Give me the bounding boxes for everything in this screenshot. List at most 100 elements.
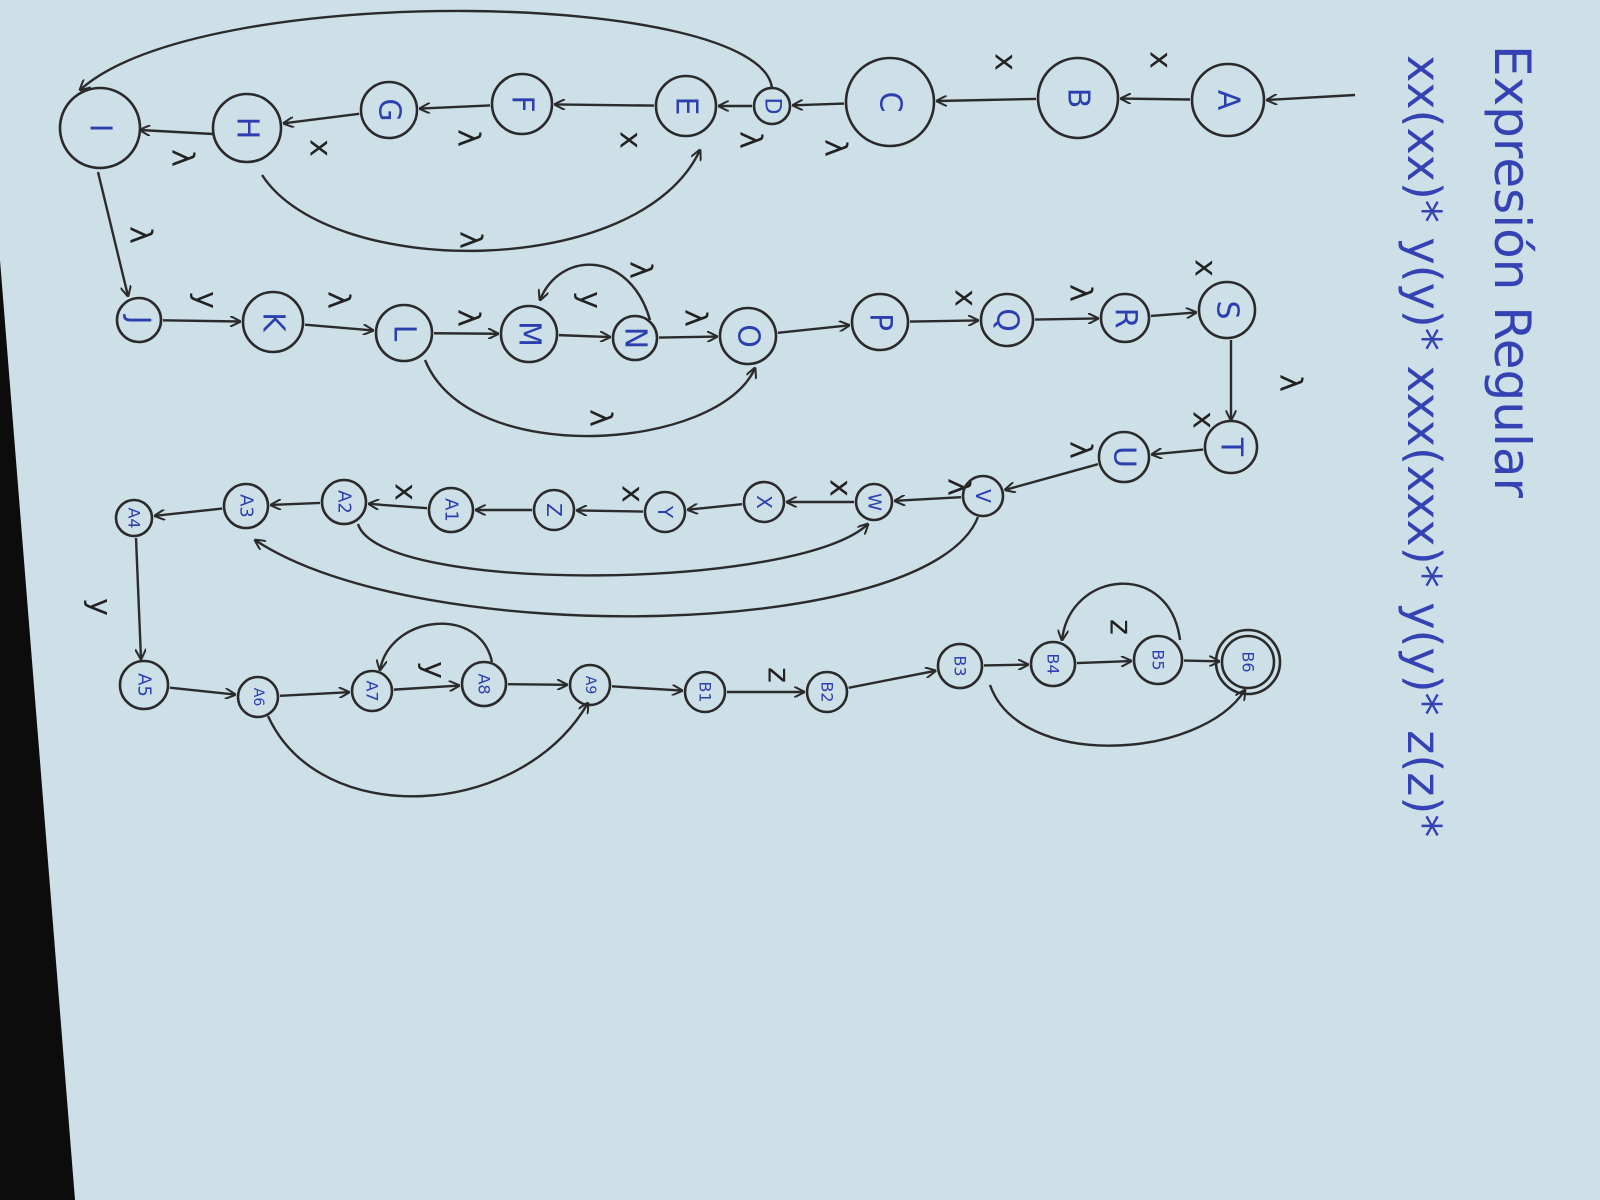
state-circle-e	[654, 74, 718, 138]
state-circle-b6	[1220, 634, 1276, 690]
transition-v-to-a3	[255, 516, 980, 618]
state-x: X	[742, 480, 786, 524]
transition-label-h-to-e: λ	[453, 231, 488, 249]
state-label-a: A	[1211, 90, 1246, 111]
transition-t-to-u	[1152, 450, 1204, 455]
state-v: V	[961, 474, 1005, 518]
state-circle-a3	[222, 482, 270, 530]
transition-label-j-to-k: y	[189, 291, 224, 309]
state-k: K	[241, 290, 305, 354]
state-label-j: J	[122, 314, 157, 325]
state-circle-f	[490, 72, 554, 136]
state-n: N	[611, 314, 659, 362]
transition-label-n-to-m: λ	[623, 261, 658, 279]
state-g: G	[359, 80, 419, 140]
state-circle-a7	[350, 669, 394, 713]
transition-label-b-to-c: x	[988, 53, 1023, 71]
transition-label-l-to-o: λ	[583, 409, 618, 427]
state-label-b: B	[1061, 88, 1096, 109]
state-y: Y	[643, 490, 687, 534]
regular-expression: xx(xx)* y(y)* xxx(xxx)* y(y)* z(z)*	[1397, 55, 1451, 837]
transition-h-to-e	[260, 150, 700, 253]
state-p: P	[850, 292, 910, 352]
transition-b4-to-b5	[1076, 661, 1131, 663]
state-m: M	[499, 304, 559, 364]
state-label-s: S	[1210, 300, 1245, 319]
state-circle-b4	[1029, 640, 1077, 688]
transition-label-m-to-n: y	[573, 291, 608, 309]
transition-label-b5-to-b4: z	[1103, 619, 1138, 635]
state-circle-b3	[936, 642, 984, 690]
state-q: Q	[979, 292, 1035, 348]
transition-a9-to-b1	[611, 686, 682, 690]
transition-label-s-to-t: λ	[1273, 374, 1308, 392]
state-circle-d	[752, 86, 792, 126]
state-circle-b1	[683, 670, 727, 714]
transition-a3-to-a4	[155, 507, 223, 516]
state-label-g: G	[372, 98, 407, 121]
state-label-a1: A1	[441, 498, 462, 522]
transition-x-to-y	[688, 503, 743, 509]
transition-l-to-o	[423, 359, 755, 438]
state-circle-l	[374, 303, 434, 363]
state-a2: A2	[320, 478, 368, 526]
state-label-a8: A8	[475, 673, 494, 694]
state-a: A	[1190, 62, 1266, 138]
transition-f-to-g	[420, 105, 491, 108]
transition-a5-to-a6	[169, 686, 235, 695]
state-label-n: N	[618, 327, 653, 349]
final-state-ring	[1214, 628, 1282, 696]
nodes-layer: A B C D E F G H I J K L M N O P Q R S T U V W X Y Z A1 A2 A3 A4 A5 A6 A7…	[58, 56, 1282, 719]
transition-k-to-l	[304, 323, 373, 331]
state-circle-c	[844, 56, 936, 148]
state-circle-m	[499, 304, 559, 364]
state-b: B	[1036, 56, 1120, 140]
state-e: E	[654, 74, 718, 138]
state-circle-n	[611, 314, 659, 362]
state-label-a2: A2	[334, 490, 355, 514]
state-label-m: M	[512, 321, 547, 347]
transition-y-to-z	[577, 510, 644, 511]
state-circle-p	[850, 292, 910, 352]
transition-label-a7-to-a8: y	[417, 661, 452, 679]
state-circle-x	[742, 480, 786, 524]
state-a7: A7	[350, 669, 394, 713]
state-label-k: K	[256, 312, 291, 333]
state-label-b5: B5	[1149, 649, 1168, 670]
state-circle-y	[643, 490, 687, 534]
state-circle-j	[115, 296, 163, 344]
state-label-o: O	[731, 324, 766, 348]
transition-n-to-o	[658, 337, 717, 338]
transition-i-to-j	[96, 171, 128, 296]
state-label-b4: B4	[1044, 653, 1063, 674]
state-b6: B6	[1214, 628, 1282, 696]
state-label-r: R	[1108, 308, 1143, 329]
state-b2: B2	[805, 670, 849, 714]
transition-a4-to-a5	[134, 537, 141, 659]
transition-l-to-m	[433, 333, 498, 334]
state-h: H	[211, 92, 283, 164]
diagram-title: Expresión Regular	[1483, 45, 1541, 498]
state-a6: A6	[236, 675, 280, 719]
state-circle-v	[961, 474, 1005, 518]
state-label-y: Y	[653, 505, 677, 519]
state-b3: B3	[936, 642, 984, 690]
transition-label-r-to-s: x	[1188, 259, 1223, 277]
transition-label-t-to-u: x	[1186, 411, 1221, 429]
state-label-a5: A5	[134, 673, 155, 697]
transition-label-w-to-x: x	[823, 479, 858, 497]
state-label-a3: A3	[236, 494, 257, 518]
state-a9: A9	[568, 663, 612, 707]
transition-a7-to-a8	[393, 686, 459, 690]
state-label-p: P	[863, 313, 898, 331]
state-c: C	[844, 56, 936, 148]
transition-label-h-to-i: λ	[165, 149, 200, 167]
state-j: J	[115, 296, 163, 344]
transition-label-l-to-m: λ	[451, 309, 486, 327]
transition-label-f-to-g: λ	[451, 129, 486, 147]
state-s: S	[1197, 280, 1257, 340]
transition-label-k-to-l: λ	[321, 291, 356, 309]
transition-a1-to-a2	[369, 504, 428, 508]
state-label-a4: A4	[125, 507, 144, 528]
state-circle-q	[979, 292, 1035, 348]
